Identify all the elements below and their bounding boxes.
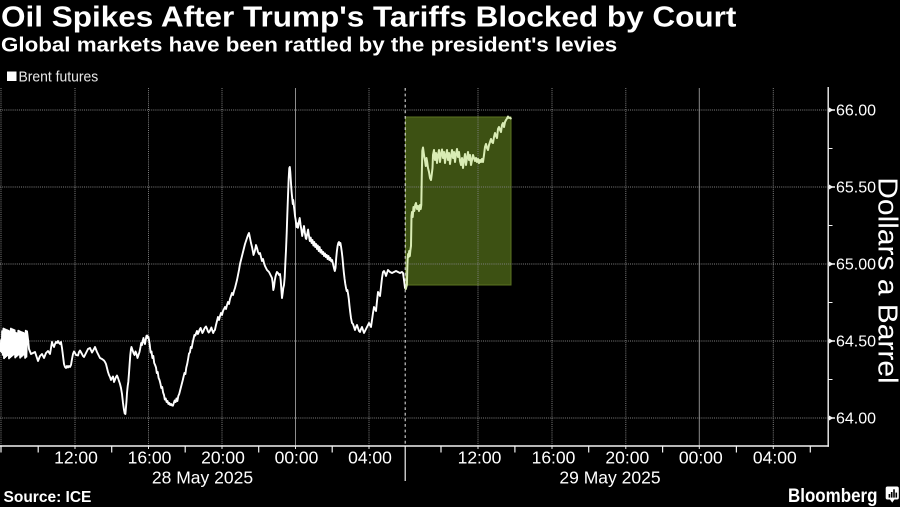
svg-text:28 May 2025: 28 May 2025 <box>152 468 253 488</box>
svg-text:00:00: 00:00 <box>275 448 319 468</box>
svg-text:64.50: 64.50 <box>836 334 876 351</box>
svg-text:00:00: 00:00 <box>679 448 723 468</box>
svg-text:65.00: 65.00 <box>836 257 876 274</box>
svg-text:Source: ICE: Source: ICE <box>4 489 92 506</box>
svg-text:Bloomberg: Bloomberg <box>788 484 877 506</box>
svg-text:Global markets have been rattl: Global markets have been rattled by the … <box>1 33 617 56</box>
svg-text:12:00: 12:00 <box>54 448 98 468</box>
svg-text:Oil Spikes After Trump's Tarif: Oil Spikes After Trump's Tariffs Blocked… <box>1 1 736 33</box>
svg-text:04:00: 04:00 <box>753 448 797 468</box>
svg-text:12:00: 12:00 <box>458 448 502 468</box>
svg-text:16:00: 16:00 <box>128 448 172 468</box>
svg-text:Dollars a Barrel: Dollars a Barrel <box>872 177 900 383</box>
svg-text:20:00: 20:00 <box>201 448 245 468</box>
svg-text:29 May 2025: 29 May 2025 <box>559 468 660 488</box>
svg-text:64.00: 64.00 <box>836 411 876 428</box>
svg-text:20:00: 20:00 <box>605 448 649 468</box>
svg-text:66.00: 66.00 <box>836 103 876 120</box>
svg-text:65.50: 65.50 <box>836 180 876 197</box>
svg-text:16:00: 16:00 <box>532 448 576 468</box>
svg-text:Brent futures: Brent futures <box>19 69 99 86</box>
svg-text:04:00: 04:00 <box>348 448 392 468</box>
